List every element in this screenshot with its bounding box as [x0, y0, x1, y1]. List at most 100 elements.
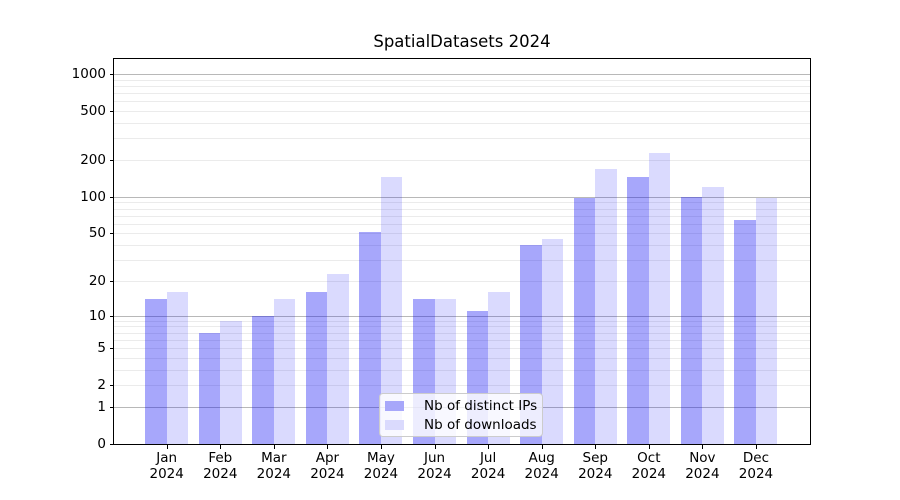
bar-ips-feb [198, 332, 221, 444]
gridline-minor-700 [114, 93, 810, 95]
y-tick-mark-100 [110, 196, 114, 198]
x-tick-label-apr: Apr 2024 [310, 450, 345, 482]
y-tick-label-1000: 1000 [71, 66, 106, 83]
gridline-major-100 [114, 196, 810, 198]
x-tick-mark-feb [220, 445, 222, 449]
gridline-minor-40 [114, 245, 810, 247]
y-tick-mark-0 [110, 444, 114, 445]
x-tick-label-jan: Jan 2024 [149, 450, 184, 482]
x-tick-mark-apr [327, 445, 329, 449]
bar-downloads-oct [648, 152, 671, 444]
y-tick-mark-200 [110, 160, 114, 162]
x-tick-label-nov: Nov 2024 [685, 450, 720, 482]
bar-downloads-nov [702, 187, 724, 444]
gridline-minor-2 [114, 385, 810, 387]
bar-downloads-mar [273, 298, 296, 444]
y-tick-label-10: 10 [88, 307, 106, 324]
plot-area [114, 59, 810, 444]
bar-ips-jan [145, 298, 167, 444]
gridline-major-1000 [114, 74, 810, 76]
legend-item-downloads: Nb of downloads [385, 417, 542, 433]
gridline-minor-800 [114, 85, 810, 87]
chart-title: SpatialDatasets 2024 [373, 32, 551, 51]
legend: Nb of distinct IPs Nb of downloads [379, 393, 543, 437]
gridline-minor-3 [114, 369, 810, 371]
gridline-minor-500 [114, 111, 810, 113]
bar-downloads-dec [755, 198, 778, 444]
gridline-minor-5 [114, 348, 810, 350]
gridline-minor-20 [114, 280, 810, 282]
gridline-minor-400 [114, 123, 810, 125]
bar-ips-mar [252, 315, 274, 444]
x-tick-mark-jun [434, 445, 436, 449]
gridline-minor-4 [114, 357, 810, 359]
x-tick-label-jul: Jul 2024 [470, 450, 506, 482]
gridline-minor-30 [114, 260, 810, 262]
bar-ips-may [359, 232, 381, 444]
x-tick-label-dec: Dec 2024 [738, 450, 774, 482]
y-tick-label-20: 20 [88, 272, 106, 289]
gridline-minor-70 [114, 215, 810, 217]
gridline-minor-50 [114, 233, 810, 235]
y-tick-label-500: 500 [80, 103, 106, 120]
x-tick-mark-oct [648, 445, 650, 449]
y-tick-label-1: 1 [97, 398, 106, 415]
gridline-minor-6 [114, 339, 810, 341]
y-tick-mark-500 [110, 111, 114, 113]
x-tick-mark-aug [541, 445, 543, 449]
x-tick-label-feb: Feb 2024 [203, 450, 238, 482]
y-tick-mark-1 [110, 406, 114, 408]
gridline-minor-300 [114, 138, 810, 140]
gridline-major-10 [114, 315, 810, 317]
gridline-minor-7 [114, 332, 810, 334]
bar-downloads-sep [595, 168, 617, 444]
y-tick-label-0: 0 [97, 436, 106, 452]
bar-downloads-feb [220, 320, 242, 444]
gridline-minor-900 [114, 79, 810, 81]
x-tick-label-jun: Jun 2024 [417, 450, 452, 482]
x-tick-mark-jan [166, 445, 168, 449]
bar-ips-dec [734, 219, 756, 444]
gridline-minor-600 [114, 101, 810, 103]
x-tick-mark-dec [755, 445, 757, 449]
bar-downloads-aug [541, 238, 564, 444]
y-tick-mark-2 [110, 385, 114, 387]
y-tick-label-50: 50 [88, 225, 106, 242]
x-tick-mark-mar [273, 445, 275, 449]
bar-downloads-jan [166, 292, 189, 444]
legend-swatch-downloads [385, 419, 404, 430]
y-tick-mark-1000 [110, 74, 114, 76]
gridline-minor-80 [114, 208, 810, 210]
legend-item-distinct-ips: Nb of distinct IPs [385, 398, 542, 414]
bar-ips-sep [573, 197, 596, 444]
bar-downloads-apr [327, 273, 349, 444]
y-tick-mark-20 [110, 280, 114, 282]
bar-downloads-may [380, 176, 403, 444]
x-tick-label-sep: Sep 2024 [578, 450, 613, 482]
bar-ips-apr [305, 292, 328, 444]
x-tick-mark-nov [702, 445, 704, 449]
legend-label-downloads: Nb of downloads [424, 416, 537, 433]
gridline-minor-8 [114, 326, 810, 328]
y-tick-label-2: 2 [97, 377, 106, 394]
x-tick-mark-jul [488, 445, 490, 449]
legend-label-distinct-ips: Nb of distinct IPs [424, 397, 538, 414]
x-tick-label-may: May 2024 [363, 450, 399, 482]
bar-ips-nov [680, 196, 703, 444]
gridline-minor-200 [114, 160, 810, 162]
y-tick-mark-50 [110, 233, 114, 235]
legend-swatch-distinct-ips [385, 400, 404, 411]
y-tick-label-100: 100 [80, 188, 106, 205]
y-tick-label-5: 5 [97, 340, 106, 357]
y-tick-mark-5 [110, 348, 114, 350]
x-tick-label-aug: Aug 2024 [524, 450, 559, 482]
y-tick-mark-10 [110, 315, 114, 317]
x-tick-mark-may [380, 445, 382, 449]
gridline-minor-60 [114, 223, 810, 225]
x-tick-label-mar: Mar 2024 [256, 450, 291, 482]
y-tick-label-200: 200 [80, 152, 106, 169]
bar-ips-oct [627, 177, 649, 444]
gridline-minor-90 [114, 202, 810, 204]
x-tick-label-oct: Oct 2024 [631, 450, 666, 482]
